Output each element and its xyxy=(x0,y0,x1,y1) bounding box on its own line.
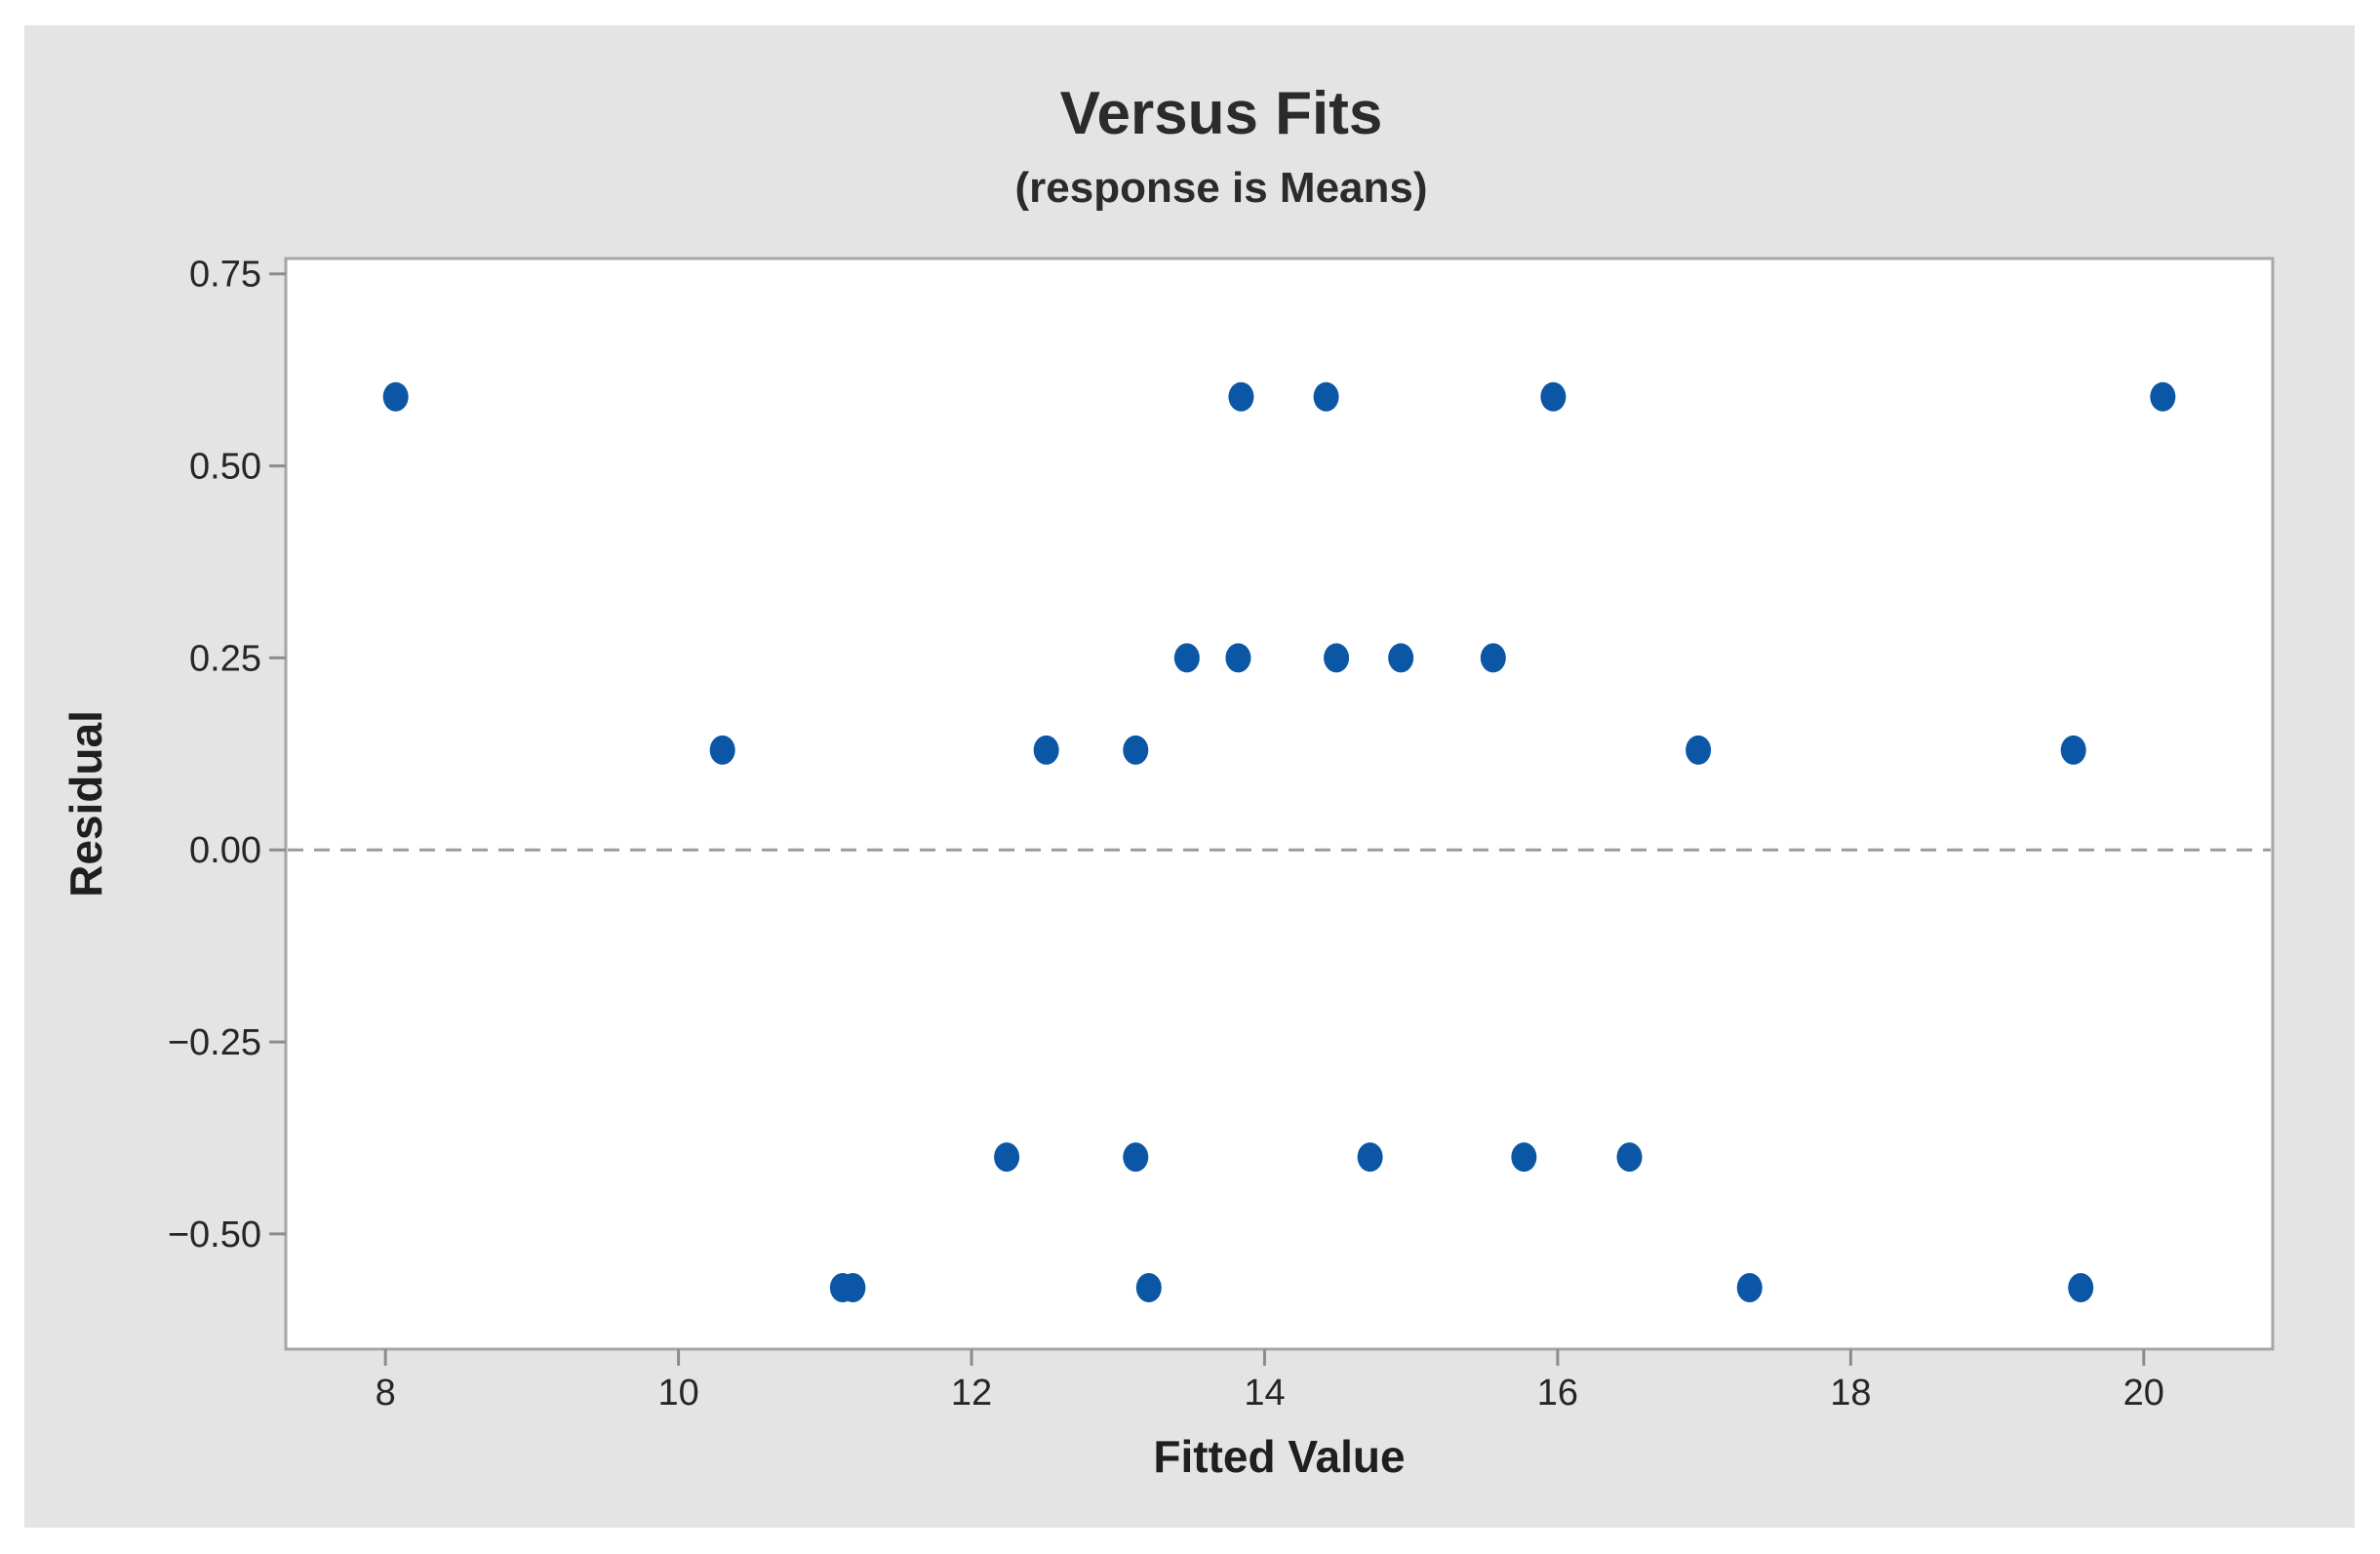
data-point xyxy=(1540,381,1567,412)
x-tick-label: 18 xyxy=(1830,1373,1871,1414)
data-point xyxy=(382,381,409,412)
y-tick-label: 0.25 xyxy=(189,638,261,679)
data-point xyxy=(1313,381,1339,412)
data-point xyxy=(1736,1273,1763,1303)
data-point xyxy=(1135,1273,1162,1303)
data-point xyxy=(840,1273,866,1303)
data-point xyxy=(2068,1273,2094,1303)
data-point xyxy=(709,735,735,765)
plot-area xyxy=(284,257,2275,1351)
chart-title: Versus Fits xyxy=(1059,80,1383,147)
x-tick-label: 14 xyxy=(1244,1373,1285,1414)
data-point xyxy=(1616,1142,1643,1173)
x-axis-label: Fitted Value xyxy=(1153,1431,1406,1482)
data-point xyxy=(994,1142,1020,1173)
x-tick-label: 20 xyxy=(2123,1373,2164,1414)
data-point xyxy=(1324,643,1350,673)
x-tick-label: 12 xyxy=(951,1373,992,1414)
data-point xyxy=(1225,643,1251,673)
y-tick-label: −0.25 xyxy=(168,1022,261,1063)
y-tick-label: 0.00 xyxy=(189,830,261,871)
chart-subtitle: (response is Means) xyxy=(1014,164,1428,212)
y-axis-label: Residual xyxy=(60,710,111,897)
data-point xyxy=(1123,735,1149,765)
data-point xyxy=(1686,735,1712,765)
x-tick-label: 16 xyxy=(1537,1373,1578,1414)
data-point xyxy=(1228,381,1254,412)
data-point xyxy=(1511,1142,1537,1173)
data-point xyxy=(1388,643,1414,673)
x-tick-label: 8 xyxy=(376,1373,396,1414)
data-point xyxy=(1033,735,1059,765)
x-tick-label: 10 xyxy=(657,1373,698,1414)
y-tick-label: −0.50 xyxy=(168,1215,261,1255)
y-tick-label: 0.50 xyxy=(189,447,261,488)
y-tick-label: 0.75 xyxy=(189,255,261,296)
data-point xyxy=(1480,643,1506,673)
data-point xyxy=(2150,381,2176,412)
data-point xyxy=(1173,643,1200,673)
data-point xyxy=(1123,1142,1149,1173)
data-point xyxy=(1357,1142,1383,1173)
data-point xyxy=(2060,735,2086,765)
